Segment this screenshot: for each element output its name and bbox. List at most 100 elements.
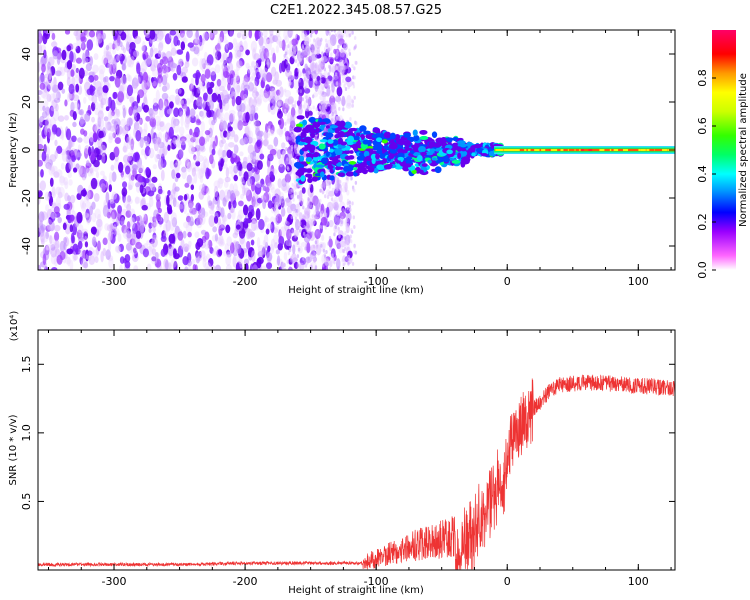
heatmap-cell: [288, 242, 292, 247]
heatmap-cell: [279, 226, 287, 237]
heatmap-cell: [209, 67, 216, 76]
heatmap-cell: [305, 168, 313, 174]
heatmap-cell: [283, 251, 288, 261]
heatmap-cell: [290, 203, 297, 212]
heatmap-cell: [195, 98, 202, 107]
heatmap-cell: [228, 200, 232, 210]
heatmap-cell: [224, 189, 230, 200]
heatmap-cell: [72, 94, 80, 102]
heatmap-cell: [314, 64, 317, 69]
heatmap-cell: [216, 205, 221, 211]
heatmap-cell: [277, 178, 282, 189]
heatmap-cell: [57, 115, 65, 122]
heatmap-cell: [117, 210, 122, 221]
heatmap-cell: [207, 239, 213, 250]
heatmap-cell: [291, 76, 294, 81]
heatmap-cell: [419, 129, 428, 135]
heatmap-cell: [53, 224, 61, 232]
heatmap-cell: [238, 257, 242, 265]
heatmap-cell: [256, 160, 263, 171]
heatmap-cell: [318, 59, 321, 64]
heatmap-cell: [265, 262, 273, 270]
heatmap-cell: [55, 103, 59, 112]
heatmap-cell: [328, 184, 332, 189]
heatmap-cell: [226, 131, 230, 141]
heatmap-cell: [111, 211, 115, 223]
heatmap-cell: [194, 217, 201, 226]
heatmap-cell: [152, 80, 157, 87]
heatmap-cell: [230, 77, 236, 86]
heatmap-cell: [181, 103, 188, 109]
heatmap-cell: [219, 30, 225, 43]
heatmap-cell: [285, 56, 289, 61]
heatmap-cell: [43, 100, 49, 107]
heatmap-cell: [191, 258, 196, 265]
heatmap-cell: [294, 100, 297, 105]
heatmap-cell: [127, 182, 132, 191]
heatmap-cell: [135, 182, 140, 188]
heatmap-cell: [165, 66, 169, 74]
heatmap-cell: [131, 77, 139, 89]
heatmap-cell: [299, 58, 302, 63]
heatmap-cell: [175, 94, 180, 106]
heatmap-cell: [306, 242, 311, 254]
heatmap-cell: [275, 101, 282, 108]
heatmap-cell: [158, 107, 164, 118]
heatmap-cell: [125, 210, 132, 218]
heatmap-cell: [97, 240, 101, 252]
heatmap-cell: [112, 91, 118, 100]
heatmap-cell: [46, 30, 54, 35]
heatmap-cell: [226, 251, 232, 258]
heatmap-cell: [47, 61, 51, 71]
heatmap-cell: [314, 30, 319, 35]
heatmap-cell: [108, 257, 114, 269]
heatmap-cell: [129, 143, 135, 153]
heatmap-cell: [124, 260, 131, 269]
heatmap-cell: [126, 84, 134, 97]
heatmap-cell: [153, 218, 158, 227]
heatmap-cell: [194, 37, 201, 44]
heatmap-cell: [119, 264, 123, 270]
heatmap-cell: [102, 204, 109, 217]
heatmap-cell: [214, 264, 222, 270]
heatmap-cell: [102, 237, 108, 246]
heatmap-cell: [327, 72, 330, 77]
heatmap-cell: [662, 149, 668, 151]
heatmap-cell: [395, 137, 401, 145]
heatmap-cell: [129, 96, 135, 104]
heatmap-cell: [381, 139, 388, 144]
heatmap-cell: [134, 35, 142, 45]
heatmap-cell: [220, 207, 225, 218]
heatmap-cell: [519, 149, 524, 151]
heatmap-cell: [174, 201, 180, 208]
heatmap-cell: [313, 38, 316, 43]
heatmap-cell: [88, 75, 95, 83]
heatmap-cell: [243, 171, 249, 182]
heatmap-cell: [93, 53, 99, 61]
heatmap-cell: [164, 66, 171, 73]
heatmap-cell: [116, 125, 123, 136]
heatmap-cell: [159, 98, 164, 110]
heatmap-cell: [189, 208, 194, 214]
heatmap-cell: [159, 121, 165, 128]
heatmap-cell: [267, 223, 273, 230]
heatmap-cell: [248, 130, 254, 143]
heatmap-cell: [81, 202, 87, 212]
heatmap-cell: [285, 100, 288, 105]
heatmap-cell: [327, 56, 335, 63]
heatmap-cell: [126, 55, 132, 68]
heatmap-cell: [338, 106, 341, 111]
heatmap-cell: [159, 146, 166, 157]
heatmap-cell: [190, 111, 195, 118]
heatmap-cell: [334, 129, 340, 134]
heatmap-cell: [227, 212, 232, 220]
heatmap-cell: [310, 246, 313, 251]
heatmap-cell: [50, 165, 58, 173]
heatmap-cell: [263, 234, 269, 246]
heatmap-cell: [144, 146, 151, 157]
heatmap-cell: [291, 159, 295, 164]
heatmap-cell: [125, 123, 130, 132]
snr-ylabel: SNR (10 * v/v): [8, 414, 19, 485]
heatmap-cell: [105, 97, 110, 107]
heatmap-cell: [204, 231, 210, 240]
